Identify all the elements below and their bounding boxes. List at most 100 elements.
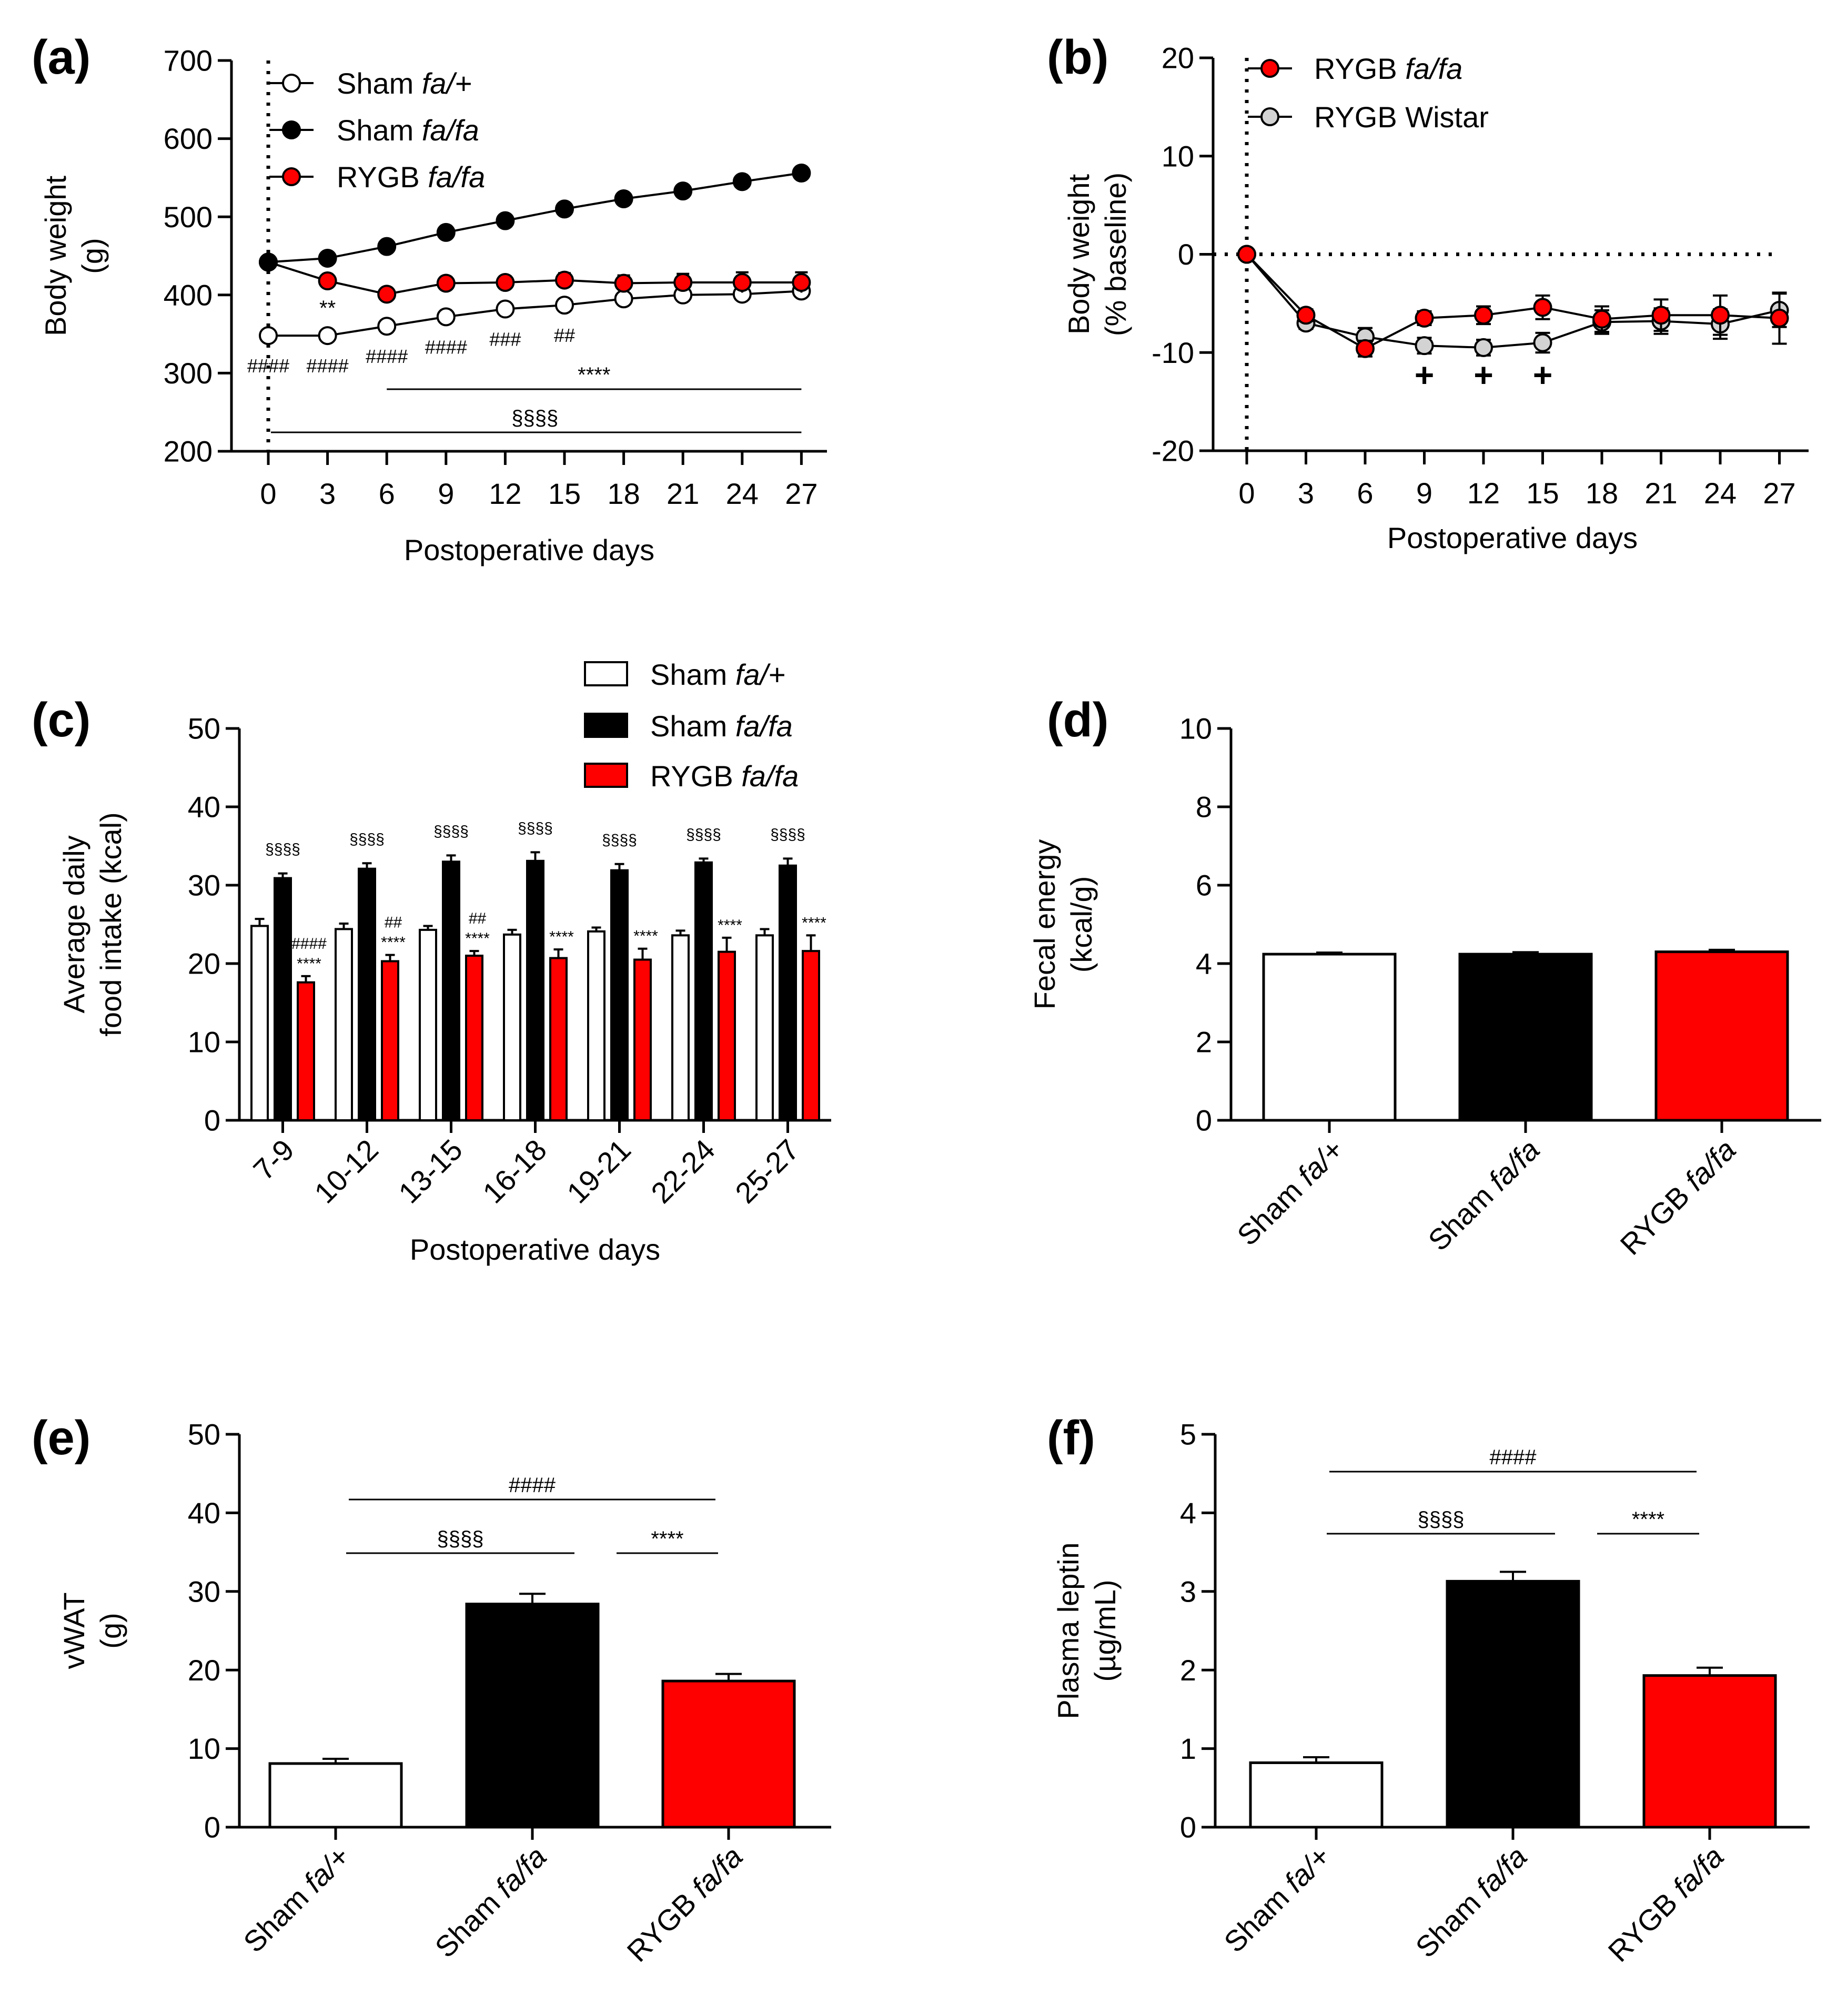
- label-italic: fa/+: [735, 658, 785, 691]
- panel-b: (b) -20 -10 0 10 20 0 3 6 9 12 15 18 21 24 27 Postoperat…: [1047, 31, 1809, 554]
- data-point: [436, 222, 456, 242]
- x-axis-title: Postoperative days: [404, 533, 654, 566]
- x-category-label: 25-27: [729, 1133, 805, 1210]
- data-point: [318, 271, 337, 291]
- significance-mark: §§§§: [265, 841, 300, 858]
- y-tick-label: 50: [188, 712, 220, 745]
- y-tick-label: 30: [188, 869, 220, 902]
- significance-mark: ****: [381, 934, 406, 951]
- bar: [381, 960, 399, 1122]
- bar: [779, 864, 797, 1121]
- significance-mark: ##: [554, 325, 575, 346]
- bar: [503, 933, 521, 1121]
- legend-label: RYGB fa/fa: [1314, 52, 1462, 85]
- data-point: [1533, 298, 1552, 317]
- label-italic: fa/fa: [1405, 52, 1462, 85]
- data-point: [377, 317, 397, 336]
- bar: [1458, 953, 1593, 1122]
- significance-mark: ####: [509, 1474, 556, 1497]
- x-tick-label: 0: [1238, 477, 1255, 510]
- significance-mark: ####: [1490, 1446, 1537, 1469]
- label-plain: RYGB: [650, 759, 741, 793]
- y-tick-label: 8: [1196, 791, 1212, 824]
- x-tick-label: 21: [667, 477, 699, 510]
- legend-marker: [282, 74, 301, 93]
- x-axis-title: Postoperative days: [410, 1233, 660, 1266]
- y-tick-label: 400: [164, 278, 213, 311]
- y-tick-label: 600: [164, 122, 213, 155]
- data-point: [1711, 306, 1730, 325]
- y-tick-label: -20: [1152, 434, 1194, 468]
- data-point: [496, 273, 515, 292]
- y-tick-label: 0: [204, 1104, 220, 1137]
- significance-mark: §§§§: [686, 826, 721, 843]
- y-tick-label: 20: [1162, 42, 1194, 75]
- category-plain: RYGB: [1613, 1173, 1701, 1261]
- legend-marker: [1260, 107, 1279, 126]
- y-tick-label: 20: [188, 1654, 220, 1687]
- significance-mark: ####: [307, 355, 349, 377]
- bar: [661, 1679, 796, 1829]
- legend-label: Sham fa/fa: [650, 710, 793, 743]
- panel-a: (a) 200 300 400 500 600 700 0 3 6 9 12 15 18 21 24 27 Pos…: [32, 31, 827, 566]
- legend-swatch: [584, 713, 628, 738]
- significance-mark: §§§§: [1418, 1508, 1465, 1531]
- significance-mark: ####: [291, 935, 327, 953]
- series-line-0: [1246, 254, 1780, 350]
- data-point: [496, 299, 515, 319]
- category-plain: Sham: [428, 1880, 512, 1964]
- bar: [802, 950, 820, 1122]
- y-tick-label: 0: [204, 1811, 220, 1844]
- legend-label: Sham fa/+: [337, 67, 472, 100]
- x-category-label: RYGB fa/fa: [1613, 1133, 1742, 1261]
- x-category-label: Sham fa/fa: [1409, 1840, 1533, 1964]
- data-point: [673, 181, 693, 201]
- x-tick-label: 15: [1526, 477, 1559, 510]
- bar: [587, 930, 605, 1122]
- bar: [465, 1603, 600, 1829]
- x-tick-label: 24: [726, 477, 759, 510]
- significance-mark: §§§§: [518, 819, 553, 837]
- label-plain: RYGB: [1314, 52, 1405, 85]
- x-tick-label: 9: [438, 477, 454, 510]
- x-category-label: RYGB fa/fa: [1601, 1840, 1730, 1968]
- data-point: [496, 211, 515, 230]
- label-plain: RYGB: [337, 160, 428, 194]
- legend-marker: [282, 120, 301, 139]
- data-point: [1474, 338, 1493, 357]
- data-point: [1237, 245, 1256, 264]
- x-category-label: Sham fa/fa: [428, 1840, 552, 1964]
- y-tick-label: 200: [164, 435, 213, 468]
- panel-e: (e) 0 10 20 30 40 50 vWAT (g) Sham fa/+ Sham fa/fa…: [32, 1411, 831, 1968]
- x-tick-label: 9: [1416, 477, 1432, 510]
- bar: [1446, 1579, 1580, 1829]
- label-italic: fa/fa: [428, 160, 485, 194]
- bar: [526, 859, 544, 1122]
- y-axis-title: (µg/mL): [1088, 1579, 1122, 1681]
- bar: [549, 957, 568, 1121]
- x-category-label: RYGB fa/fa: [620, 1840, 749, 1968]
- data-point: [732, 273, 752, 292]
- y-axis-title: food intake (kcal): [94, 812, 127, 1036]
- x-category-label: Sham fa/fa: [1421, 1133, 1546, 1257]
- y-tick-label: 0: [1180, 1811, 1196, 1844]
- legend-label: RYGB fa/fa: [650, 759, 799, 793]
- significance-mark: ##: [385, 914, 402, 931]
- y-tick-label: 1: [1180, 1732, 1196, 1765]
- y-axis-title: (g): [76, 238, 109, 273]
- data-point: [318, 248, 337, 268]
- bar: [610, 869, 629, 1121]
- legend-swatch: [584, 763, 628, 788]
- significance-mark: ****: [297, 955, 321, 972]
- y-tick-label: 0: [1196, 1104, 1212, 1137]
- significance-mark: ****: [549, 928, 574, 946]
- label-italic: fa/fa: [741, 759, 799, 793]
- x-tick-label: 21: [1644, 477, 1677, 510]
- data-point: [1592, 309, 1611, 329]
- x-category-label: 10-12: [308, 1133, 385, 1210]
- data-point: [1356, 339, 1375, 358]
- panel-label: (d): [1047, 693, 1108, 747]
- x-tick-label: 12: [489, 477, 521, 510]
- label-plain: RYGB Wistar: [1314, 100, 1489, 134]
